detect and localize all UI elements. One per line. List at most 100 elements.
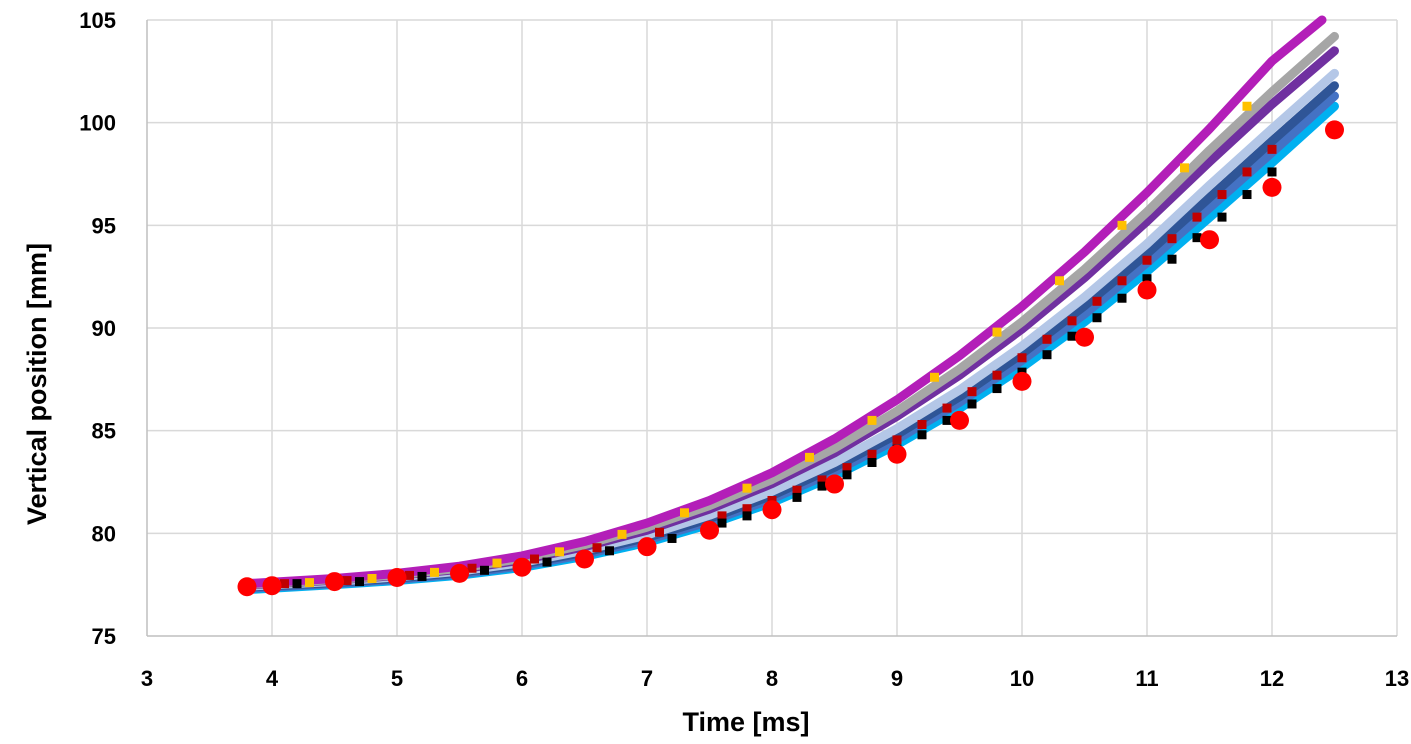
x-tick-label: 13 <box>1385 666 1409 691</box>
y-axis-title: Vertical position [mm] <box>22 243 52 525</box>
red_points-marker <box>887 444 907 464</box>
x-tick-label: 9 <box>891 666 903 691</box>
black_points-marker <box>742 511 752 521</box>
red_points-marker <box>325 572 344 592</box>
silver-curve <box>242 31 1339 590</box>
dark_red_points-marker <box>842 463 852 473</box>
red_points-marker <box>1137 280 1157 300</box>
x-tick-label: 3 <box>141 666 153 691</box>
black_points-marker <box>1217 212 1227 222</box>
dark_red_points-marker <box>1017 353 1027 363</box>
black_points-marker <box>1092 313 1102 323</box>
red_points-marker <box>512 557 532 577</box>
orange_points-marker <box>1117 220 1127 230</box>
curve-layer <box>242 15 1339 595</box>
black_points-marker <box>1117 293 1127 303</box>
dark_red_points-marker <box>342 576 352 586</box>
point-layer <box>237 101 1344 597</box>
orange_points-marker <box>305 578 314 588</box>
orange_points-marker <box>555 547 564 557</box>
dark_red_points-marker <box>942 403 952 413</box>
orange_points-marker <box>805 452 814 462</box>
axes <box>146 20 1397 637</box>
orange_points-marker <box>680 508 689 518</box>
dark_red_points-marker <box>1167 234 1177 244</box>
orange_points-marker <box>430 567 439 577</box>
black_points-marker <box>417 571 427 581</box>
x-tick-label: 12 <box>1260 666 1284 691</box>
dark_red_points-marker <box>742 504 752 514</box>
black_points-marker <box>480 565 489 575</box>
dark_red_points-marker <box>967 387 977 397</box>
dark_red_points-marker <box>1192 212 1202 222</box>
orange_points-marker <box>1180 163 1189 173</box>
dark_red_points-marker <box>1117 276 1127 286</box>
y-tick-label: 105 <box>79 8 116 33</box>
red_points-marker <box>450 563 469 583</box>
x-tick-label: 7 <box>641 666 653 691</box>
black_points-marker <box>792 492 802 502</box>
dark_red_points-marker <box>792 485 802 495</box>
x-tick-label: 4 <box>266 666 279 691</box>
orange_points-marker <box>1242 101 1252 111</box>
dark_red_points-marker <box>405 570 414 580</box>
dark_red_points-marker <box>1142 255 1152 265</box>
cyan-curve <box>242 101 1339 595</box>
dark_red_points-marker <box>1067 316 1077 326</box>
dark_red_points-marker <box>992 370 1002 380</box>
orange_points-marker <box>867 415 877 425</box>
purple-curve <box>242 46 1339 590</box>
x-tick-label: 11 <box>1135 666 1158 691</box>
orange_points-marker <box>492 558 502 568</box>
black_points-marker <box>1042 350 1052 360</box>
dark_red_points-marker <box>1242 167 1252 177</box>
black_points-marker <box>1242 190 1252 200</box>
black_points-marker <box>992 384 1002 394</box>
grid <box>147 19 1398 636</box>
black_points-marker <box>1067 331 1077 341</box>
orange_points-marker <box>617 529 627 539</box>
y-tick-label: 75 <box>92 624 116 649</box>
black_points-marker <box>717 518 727 528</box>
red_points-marker <box>762 500 782 520</box>
x-tick-label: 8 <box>766 666 778 691</box>
dark_red_points-marker <box>530 554 539 564</box>
orange_points-marker <box>930 372 939 382</box>
red_points-marker <box>575 549 594 569</box>
dark_red_points-marker <box>1267 144 1277 154</box>
black_points-marker <box>1267 167 1277 177</box>
dark_red_points-marker <box>867 449 877 459</box>
orange_points-marker <box>742 483 752 493</box>
orange_points-marker <box>367 574 377 584</box>
dark_red_points-marker <box>1217 190 1227 200</box>
y-tick-label: 90 <box>92 316 116 341</box>
x-axis-title: Time [ms] <box>682 707 809 737</box>
black_points-marker <box>542 557 552 567</box>
y-tick-label: 80 <box>92 521 116 546</box>
black_points-marker <box>355 577 364 587</box>
dark_red_points-marker <box>655 527 664 537</box>
red_points-marker <box>1075 327 1094 347</box>
x-tick-labels: 3 4 5 6 7 8 9 10 11 12 13 <box>141 666 1409 691</box>
black_points-marker <box>1192 233 1202 243</box>
black_points-marker <box>942 415 952 425</box>
dark_red_points-marker <box>917 420 927 430</box>
black_points-marker <box>817 481 827 491</box>
black_points-marker <box>1167 254 1177 264</box>
red_points-marker <box>387 567 407 587</box>
dark_red_points-marker <box>1092 296 1102 306</box>
red_points-marker <box>637 537 657 557</box>
black_points-marker <box>967 399 977 409</box>
black_points-marker <box>867 457 877 467</box>
black_points-marker <box>292 579 302 589</box>
x-tick-label: 6 <box>516 666 528 691</box>
magenta-curve <box>242 15 1327 589</box>
dark_red_points-marker <box>892 435 902 445</box>
red_points-marker <box>262 576 282 596</box>
dark_red_points-marker <box>817 475 827 485</box>
dark_red_points-marker <box>717 511 727 521</box>
red_points-marker <box>825 474 844 494</box>
red_points-marker <box>700 520 719 540</box>
dark_red_points-marker <box>280 579 289 589</box>
